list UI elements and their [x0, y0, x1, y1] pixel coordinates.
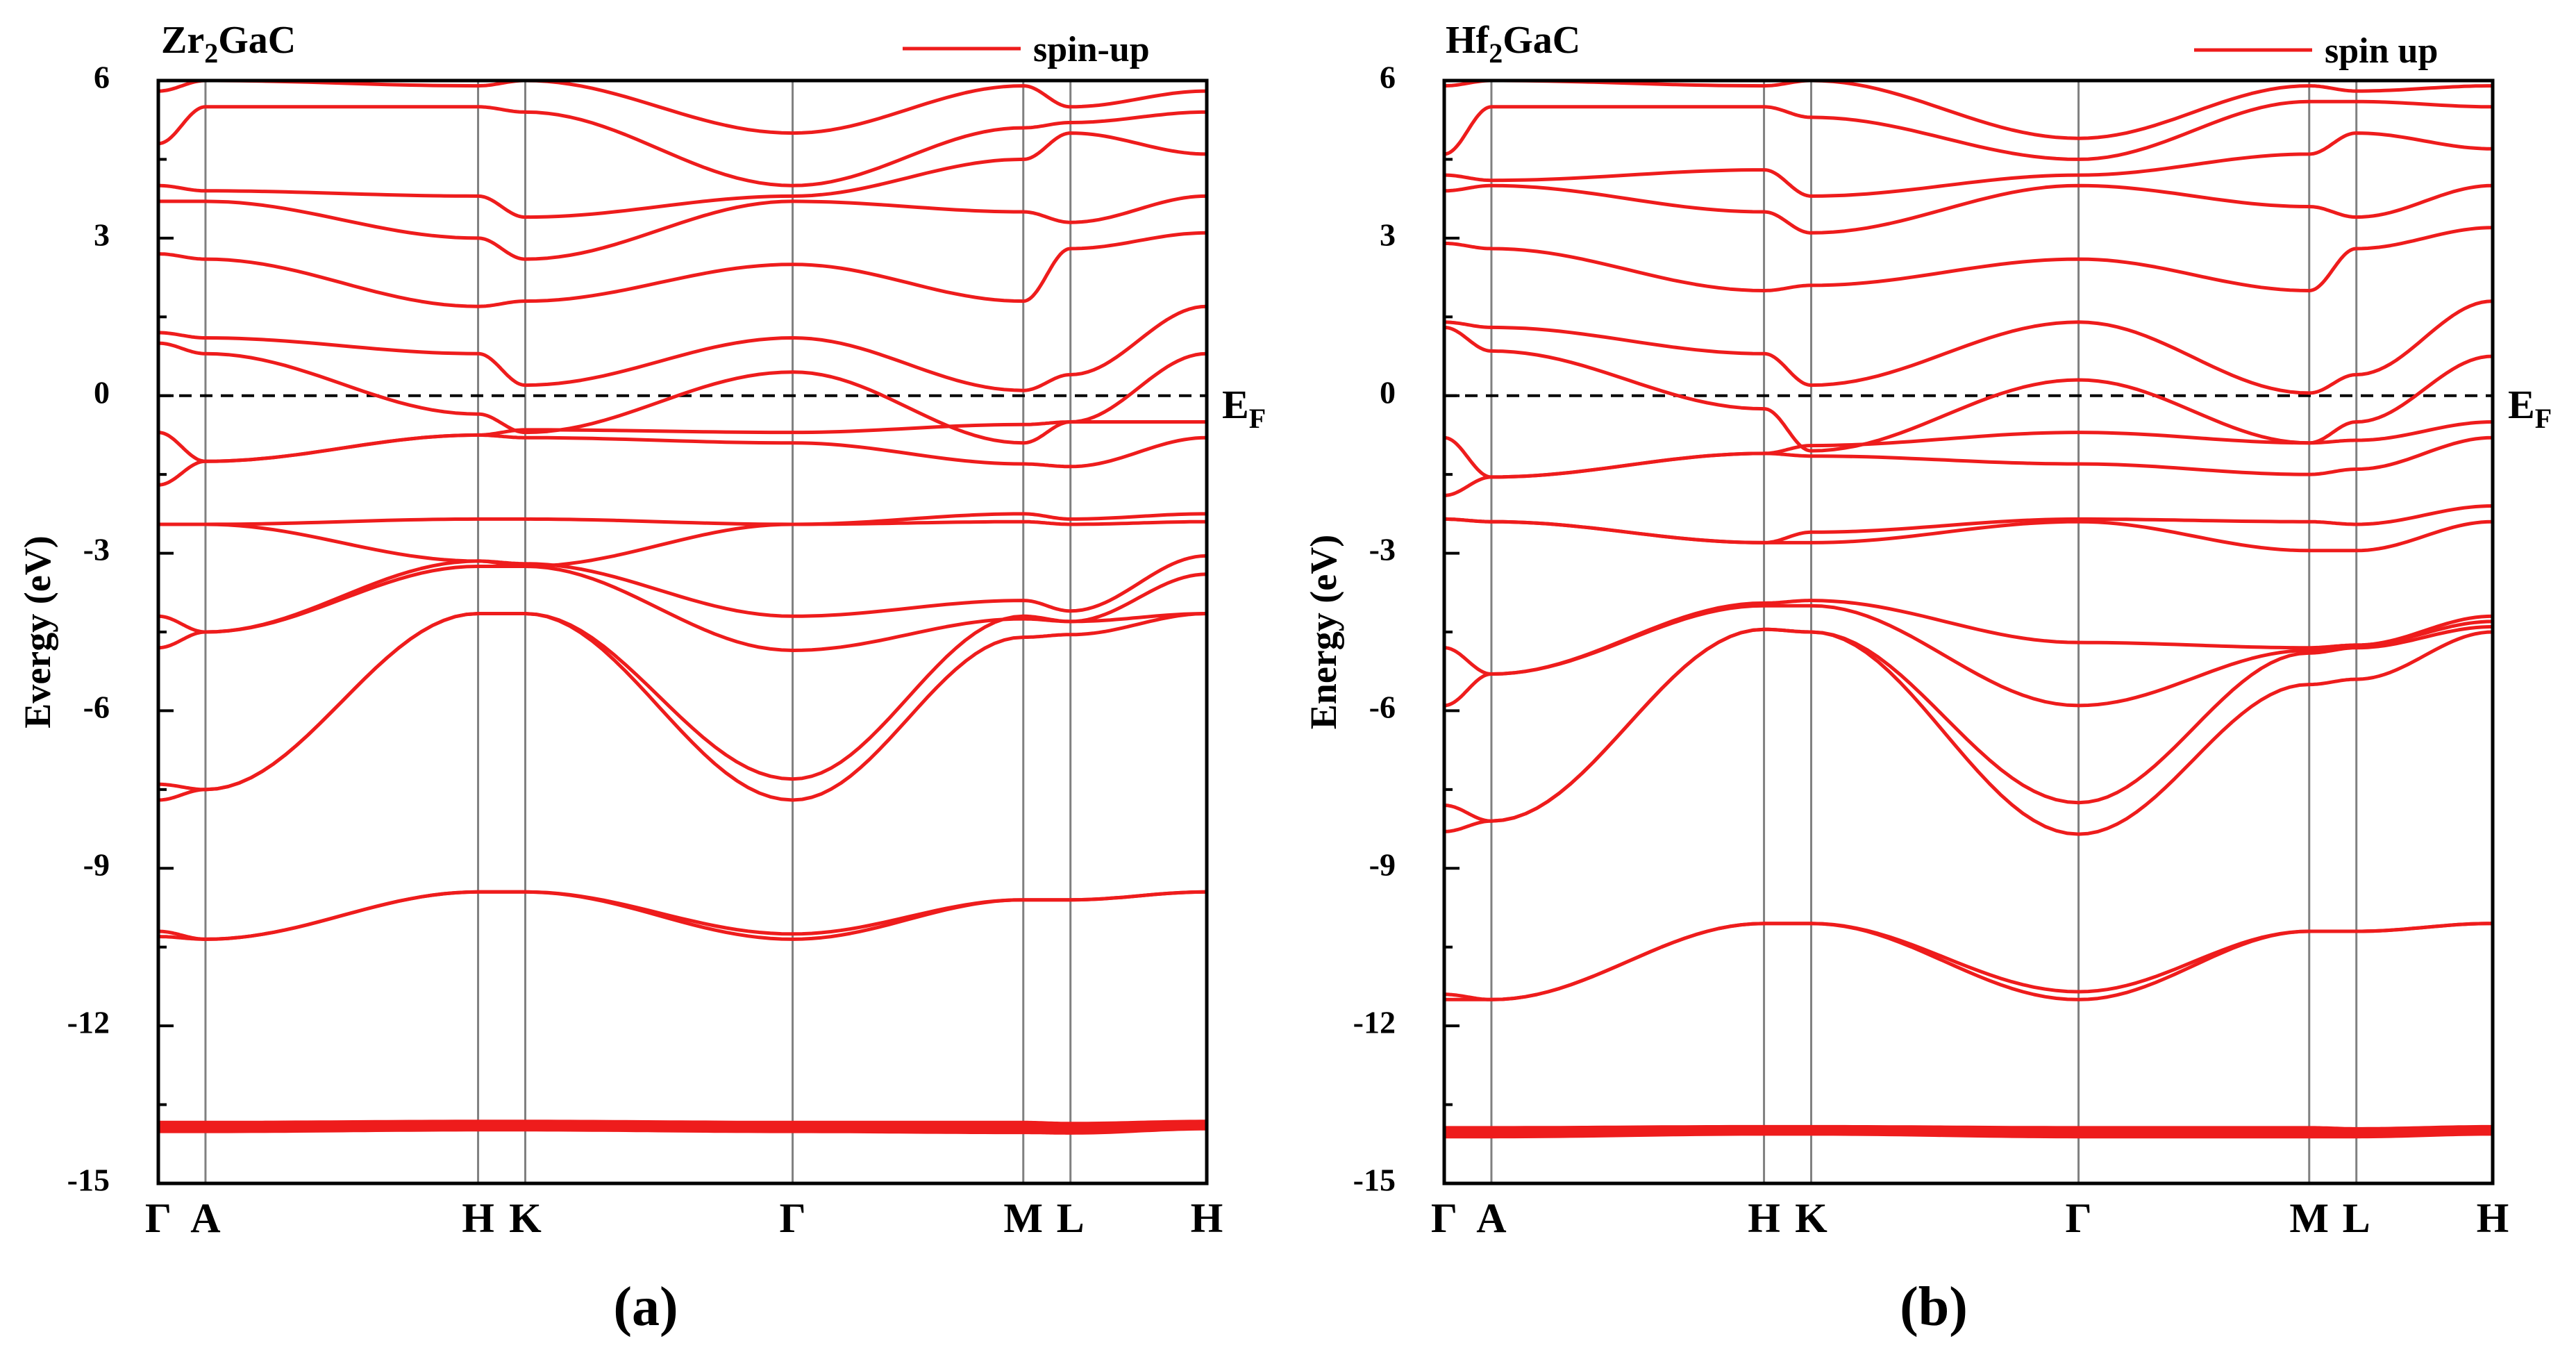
- panel-b-core-2-line: [1444, 1126, 2493, 1139]
- panel-b-band-15-line: [1444, 131, 2493, 198]
- panel-a-ytick-label: -15: [67, 1163, 110, 1198]
- panel-b-fermi-label-base: E: [2508, 382, 2535, 427]
- panel-a-ytick-label: -6: [83, 690, 110, 725]
- panel-b-band-8-line: [1444, 504, 2493, 544]
- panel-a-ytick-label: -3: [83, 532, 110, 567]
- panel-a-kpoint-label: L: [1057, 1195, 1085, 1241]
- panel-b-band-13-line: [1444, 226, 2493, 292]
- panel-a-kpoint-labels: Γ A H K Γ M L H: [145, 1195, 1223, 1241]
- panel-a-ytick-label: -9: [83, 847, 110, 883]
- panel-b-band-16-line: [1444, 99, 2493, 161]
- panel-b-fermi-label: EF: [2508, 382, 2552, 434]
- panel-a-kpoint-label: H: [1191, 1195, 1223, 1241]
- panel-b-plot-area: [1442, 78, 2495, 1185]
- panel-a-fermi-label: EF: [1222, 382, 1266, 434]
- panel-a-material-title: Zr2GaC: [161, 19, 296, 69]
- panel-a-kpoint-label: K: [509, 1195, 542, 1241]
- panel-a-band-16-line: [158, 105, 1207, 188]
- panel-a-fermi-label-subscript: F: [1249, 403, 1266, 434]
- panel-a-kpoint-label: Γ: [779, 1195, 805, 1241]
- panel-b-y-ticks: [1444, 79, 1460, 1185]
- panel-a-ytick-label: 3: [94, 217, 110, 253]
- panel-b-kpoint-label: H: [2477, 1195, 2509, 1241]
- panel-a-kpoint-label: A: [190, 1195, 220, 1241]
- panel-a-bands: [158, 78, 1207, 1135]
- panel-b-legend-label: spin up: [2325, 31, 2438, 71]
- panel-a-fermi-label-base: E: [1222, 382, 1249, 427]
- panel-a-band-11-line: [158, 341, 1207, 445]
- panel-a: 6 3 0 -3 -6 -9 -12 -15 Evergy (eV) Γ A H…: [17, 19, 1266, 1338]
- panel-b-material-rest: GaC: [1503, 19, 1580, 62]
- panel-b-band-6-line: [1444, 599, 2493, 676]
- panel-a-material-subscript: 2: [204, 38, 218, 69]
- panel-a-material-base: Zr: [161, 19, 204, 62]
- panel-b-band-2-line: [1444, 922, 2493, 1001]
- panel-b-bands: [1444, 78, 2493, 1139]
- panel-b-kpoint-label: A: [1476, 1195, 1506, 1241]
- panel-b-kpoint-label: Γ: [2065, 1195, 2091, 1241]
- panel-a-band-15-line: [158, 131, 1207, 219]
- panel-b-band-11-line: [1444, 325, 2493, 453]
- panel-a-y-ticks: [158, 79, 174, 1185]
- panel-b-kpoint-label: L: [2343, 1195, 2370, 1241]
- panel-a-ytick-label: 0: [94, 375, 110, 410]
- panel-b-kpoint-labels: Γ A H K Γ M L H: [1431, 1195, 2509, 1241]
- panel-a-kpoint-label: M: [1003, 1195, 1043, 1241]
- panel-b: 6 3 0 -3 -6 -9 -12 -15 Energy (eV) Γ A H…: [1303, 19, 2552, 1338]
- panel-b-ytick-label: 6: [1380, 60, 1396, 95]
- panel-b-kpoint-label: H: [1748, 1195, 1780, 1241]
- panel-b-kpoint-label: K: [1795, 1195, 1828, 1241]
- panel-b-ytick-label: -9: [1369, 847, 1396, 883]
- panel-a-band-7-line: [158, 519, 1207, 568]
- panel-a-background: [158, 81, 1207, 1183]
- panel-b-y-axis-title: Energy (eV): [1303, 535, 1344, 729]
- panel-b-material-subscript: 2: [1489, 38, 1503, 69]
- panel-b-kpoint-label: Γ: [1431, 1195, 1457, 1241]
- panel-b-background: [1444, 81, 2493, 1183]
- panel-b-kpoint-label: M: [2289, 1195, 2329, 1241]
- panel-a-band-8-line: [158, 512, 1207, 526]
- panel-b-ytick-label: -15: [1353, 1163, 1396, 1198]
- panel-a-core-2-line: [158, 1120, 1207, 1135]
- panel-a-band-14-line: [158, 194, 1207, 261]
- panel-b-ytick-label: -6: [1369, 690, 1396, 725]
- panel-b-ytick-label: 0: [1380, 375, 1396, 410]
- panel-b-tag: (b): [1900, 1276, 1968, 1338]
- panel-a-band-13-line: [158, 231, 1207, 308]
- panel-a-legend-label: spin-up: [1033, 30, 1150, 69]
- panel-a-ytick-label: 6: [94, 60, 110, 95]
- panel-a-ytick-label: -12: [67, 1005, 110, 1040]
- panel-b-band-10-line: [1444, 420, 2493, 479]
- panel-a-plot-area: [156, 78, 1209, 1185]
- panel-a-y-axis-title: Evergy (eV): [17, 535, 58, 728]
- panel-a-band-12-line: [158, 304, 1207, 392]
- panel-b-band-12-line: [1444, 299, 2493, 395]
- panel-b-material-base: Hf: [1446, 19, 1490, 62]
- panel-a-kpoint-label: H: [462, 1195, 494, 1241]
- panel-b-band-14-line: [1444, 183, 2493, 235]
- panel-a-material-rest: GaC: [218, 19, 296, 62]
- panel-a-tag: (a): [613, 1276, 678, 1338]
- panel-b-fermi-label-subscript: F: [2535, 403, 2552, 434]
- panel-a-kpoint-label: Γ: [145, 1195, 172, 1241]
- panel-b-material-title: Hf2GaC: [1446, 19, 1580, 69]
- panel-a-band-6-line: [158, 554, 1207, 634]
- panel-a-band-2-line: [158, 890, 1207, 941]
- panel-b-ytick-label: -12: [1353, 1005, 1396, 1040]
- panel-b-ytick-label: -3: [1369, 532, 1396, 567]
- panel-b-ytick-label: 3: [1380, 217, 1396, 253]
- panel-b-band-4-line: [1444, 624, 2493, 823]
